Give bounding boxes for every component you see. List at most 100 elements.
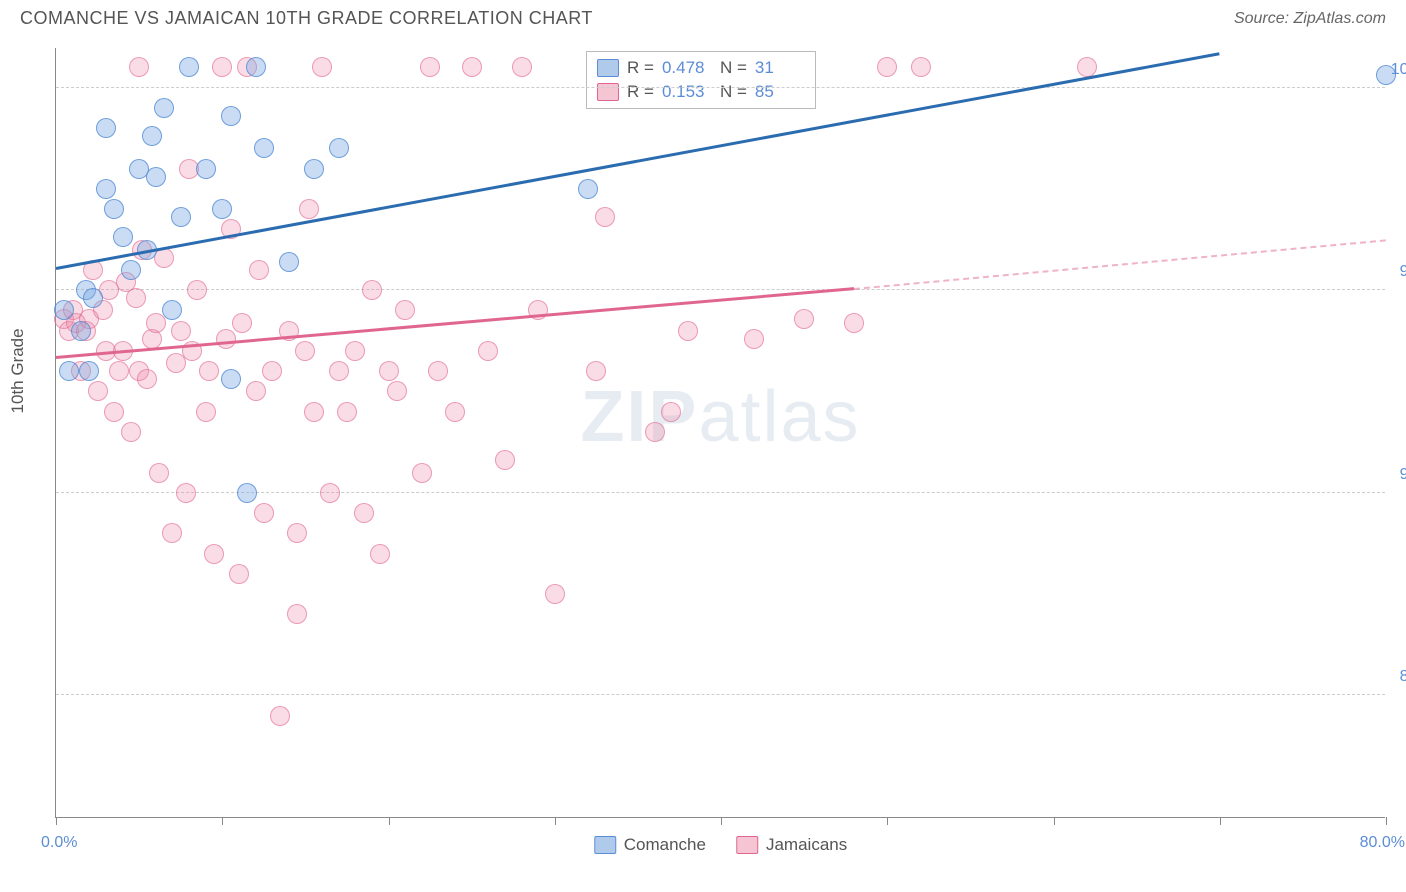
scatter-point-jamaicans [794, 309, 814, 329]
scatter-point-comanche [113, 227, 133, 247]
source-label: Source: ZipAtlas.com [1234, 10, 1386, 28]
scatter-point-comanche [212, 199, 232, 219]
scatter-point-jamaicans [88, 381, 108, 401]
scatter-point-comanche [237, 483, 257, 503]
scatter-point-comanche [96, 118, 116, 138]
scatter-point-jamaicans [196, 402, 216, 422]
scatter-point-jamaicans [229, 564, 249, 584]
scatter-point-comanche [162, 300, 182, 320]
scatter-point-jamaicans [545, 584, 565, 604]
scatter-point-jamaicans [395, 300, 415, 320]
scatter-point-comanche [254, 138, 274, 158]
scatter-point-comanche [121, 260, 141, 280]
scatter-point-comanche [221, 369, 241, 389]
scatter-point-comanche [142, 126, 162, 146]
watermark: ZIPatlas [580, 376, 860, 458]
y-tick-label: 95.0% [1400, 263, 1406, 281]
scatter-point-jamaicans [166, 353, 186, 373]
scatter-point-comanche [146, 167, 166, 187]
x-tick [389, 817, 390, 825]
x-axis-min-label: 0.0% [41, 834, 77, 852]
r-label: R = [627, 82, 654, 102]
x-tick [1386, 817, 1387, 825]
watermark-zip: ZIP [580, 377, 698, 457]
scatter-point-jamaicans [412, 463, 432, 483]
scatter-point-comanche [79, 361, 99, 381]
scatter-point-jamaicans [299, 199, 319, 219]
legend-label-jamaicans: Jamaicans [766, 835, 847, 855]
scatter-point-jamaicans [586, 361, 606, 381]
scatter-point-jamaicans [329, 361, 349, 381]
scatter-point-jamaicans [362, 280, 382, 300]
scatter-point-jamaicans [212, 57, 232, 77]
scatter-point-comanche [196, 159, 216, 179]
n-label: N = [720, 82, 747, 102]
scatter-point-comanche [104, 199, 124, 219]
scatter-point-jamaicans [304, 402, 324, 422]
scatter-point-jamaicans [146, 313, 166, 333]
scatter-point-comanche [54, 300, 74, 320]
y-tick-label: 85.0% [1400, 668, 1406, 686]
scatter-point-jamaicans [645, 422, 665, 442]
bottom-legend: Comanche Jamaicans [594, 835, 847, 855]
scatter-point-jamaicans [287, 604, 307, 624]
stats-legend-box: R = 0.478 N = 31 R = 0.153 N = 85 [586, 51, 816, 109]
r-value-jamaicans: 0.153 [662, 82, 712, 102]
scatter-point-jamaicans [262, 361, 282, 381]
scatter-point-comanche [221, 106, 241, 126]
scatter-point-jamaicans [478, 341, 498, 361]
scatter-point-comanche [578, 179, 598, 199]
scatter-point-jamaicans [512, 57, 532, 77]
scatter-point-jamaicans [249, 260, 269, 280]
legend-item-comanche: Comanche [594, 835, 706, 855]
scatter-point-jamaicans [199, 361, 219, 381]
stats-row-jamaicans: R = 0.153 N = 85 [597, 80, 805, 104]
n-label: N = [720, 58, 747, 78]
scatter-point-jamaicans [595, 207, 615, 227]
x-axis-max-label: 80.0% [1360, 834, 1405, 852]
stats-row-comanche: R = 0.478 N = 31 [597, 56, 805, 80]
scatter-point-jamaicans [287, 523, 307, 543]
scatter-point-jamaicans [661, 402, 681, 422]
x-tick [222, 817, 223, 825]
scatter-point-jamaicans [678, 321, 698, 341]
n-value-comanche: 31 [755, 58, 805, 78]
scatter-point-jamaicans [204, 544, 224, 564]
chart-plot-area: ZIPatlas R = 0.478 N = 31 R = 0.153 N = … [55, 48, 1385, 818]
watermark-atlas: atlas [698, 377, 860, 457]
scatter-point-jamaicans [337, 402, 357, 422]
scatter-point-jamaicans [171, 321, 191, 341]
scatter-point-jamaicans [911, 57, 931, 77]
scatter-point-jamaicans [445, 402, 465, 422]
scatter-point-jamaicans [462, 57, 482, 77]
swatch-pink-icon [736, 836, 758, 854]
scatter-point-jamaicans [126, 288, 146, 308]
x-tick [1220, 817, 1221, 825]
r-value-comanche: 0.478 [662, 58, 712, 78]
scatter-point-jamaicans [109, 361, 129, 381]
scatter-point-jamaicans [176, 483, 196, 503]
scatter-point-jamaicans [104, 402, 124, 422]
scatter-point-jamaicans [495, 450, 515, 470]
scatter-point-comanche [71, 321, 91, 341]
grid-line [56, 694, 1385, 695]
scatter-point-comanche [246, 57, 266, 77]
scatter-point-comanche [329, 138, 349, 158]
legend-label-comanche: Comanche [624, 835, 706, 855]
scatter-point-comanche [96, 179, 116, 199]
scatter-point-comanche [59, 361, 79, 381]
scatter-point-jamaicans [187, 280, 207, 300]
y-axis-title: 10th Grade [8, 328, 28, 413]
scatter-point-jamaicans [345, 341, 365, 361]
x-tick [721, 817, 722, 825]
scatter-point-comanche [179, 57, 199, 77]
scatter-point-jamaicans [121, 422, 141, 442]
scatter-point-jamaicans [354, 503, 374, 523]
x-tick [555, 817, 556, 825]
scatter-point-comanche [171, 207, 191, 227]
x-tick [1054, 817, 1055, 825]
swatch-blue-icon [597, 59, 619, 77]
scatter-point-jamaicans [370, 544, 390, 564]
legend-item-jamaicans: Jamaicans [736, 835, 847, 855]
scatter-point-jamaicans [312, 57, 332, 77]
